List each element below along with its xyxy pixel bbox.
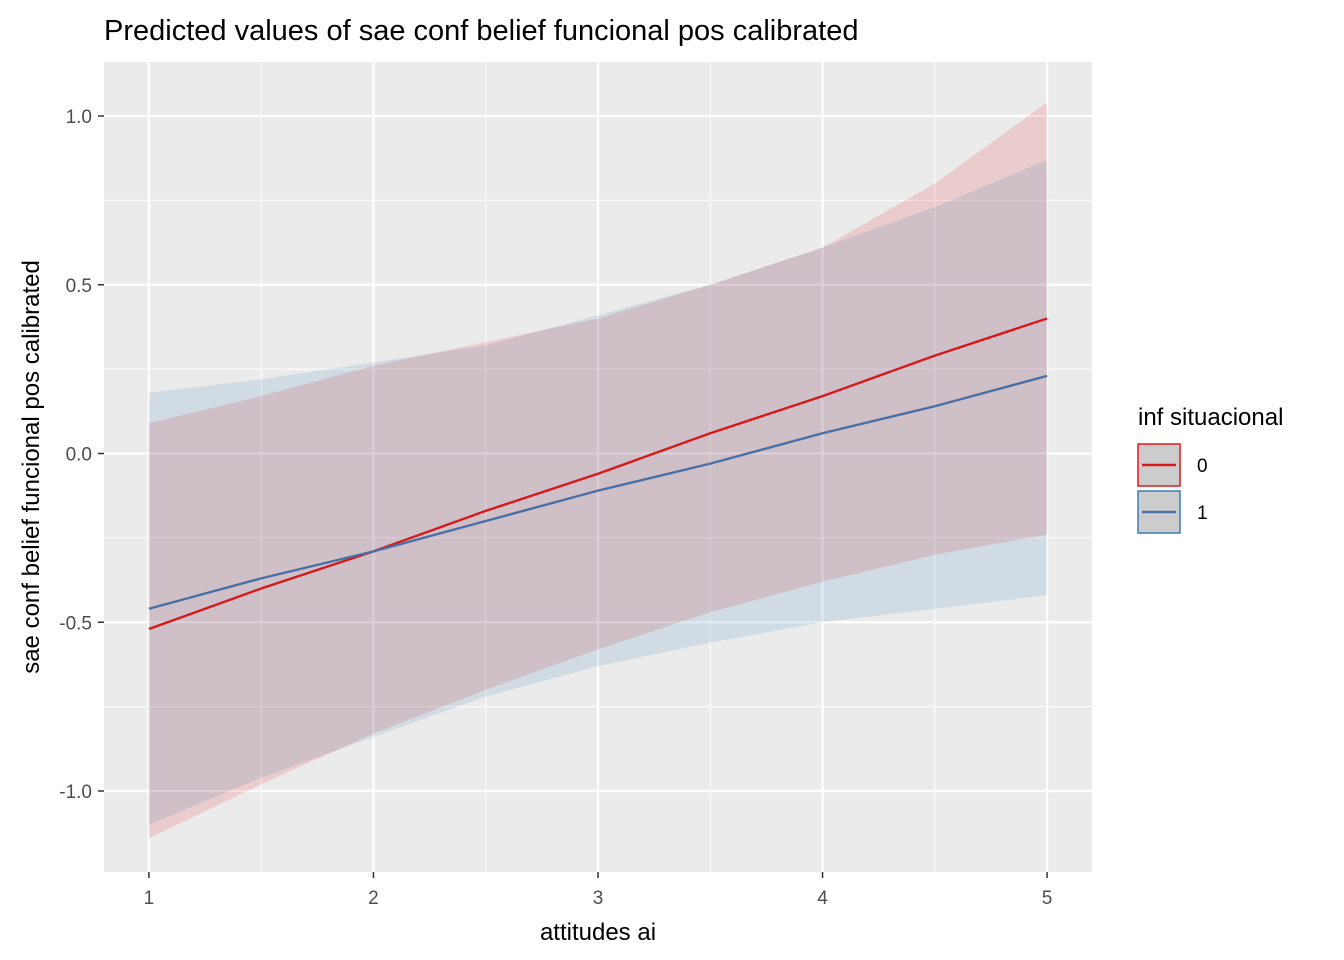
x-tick-label: 4 — [817, 888, 828, 909]
legend-title: inf situacional — [1138, 404, 1283, 431]
x-tick-label: 5 — [1042, 888, 1053, 909]
y-tick-label: 1.0 — [66, 107, 92, 128]
x-tick-label: 2 — [368, 888, 379, 909]
legend-item-0: 0 — [1138, 444, 1208, 486]
y-axis-title: sae conf belief funcional pos calibrated — [18, 260, 45, 674]
x-tick-label: 1 — [144, 888, 155, 909]
y-tick-label: 0.5 — [66, 276, 92, 297]
legend-item-1: 1 — [1138, 491, 1208, 533]
y-tick-label: -1.0 — [59, 782, 92, 803]
y-tick-label: 0.0 — [66, 445, 92, 466]
chart-title: Predicted values of sae conf belief func… — [104, 15, 858, 47]
legend: 01 — [1138, 444, 1208, 533]
x-axis-title: attitudes ai — [540, 919, 656, 946]
chart: Predicted values of sae conf belief func… — [0, 0, 1344, 960]
y-tick-label: -0.5 — [59, 613, 92, 634]
y-axis: -1.0 -0.5 0.0 0.5 1.0 — [59, 107, 104, 803]
legend-label: 1 — [1197, 503, 1208, 524]
legend-label: 0 — [1197, 456, 1208, 477]
x-axis: 1 2 3 4 5 — [144, 872, 1053, 909]
x-tick-label: 3 — [593, 888, 604, 909]
